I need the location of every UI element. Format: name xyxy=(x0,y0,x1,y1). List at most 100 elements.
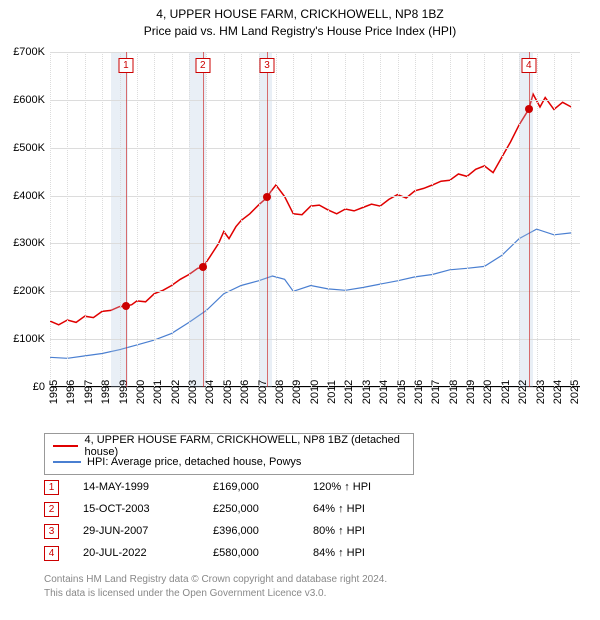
highlight-band xyxy=(189,52,206,387)
sales-row-date: 14-MAY-1999 xyxy=(83,481,213,493)
footer-line-2: This data is licensed under the Open Gov… xyxy=(44,587,387,601)
x-axis-tick-label: 2003 xyxy=(187,380,199,404)
x-axis-tick-label: 2018 xyxy=(448,380,460,404)
sale-point-marker xyxy=(122,302,130,310)
sale-point-marker xyxy=(199,263,207,271)
sales-row-index: 1 xyxy=(44,480,59,495)
chart-svg xyxy=(50,52,580,387)
sales-row-price: £396,000 xyxy=(213,525,313,537)
x-axis-tick-label: 2012 xyxy=(343,380,355,404)
gridline-vertical xyxy=(85,52,86,387)
y-axis-tick-label: £100K xyxy=(3,333,45,345)
sales-table-row: 4 20-JUL-2022£580,00084% ↑ HPI xyxy=(44,542,413,564)
gridline-vertical xyxy=(537,52,538,387)
x-axis-tick-label: 2020 xyxy=(482,380,494,404)
y-axis-tick-label: £400K xyxy=(3,190,45,202)
gridline-vertical xyxy=(484,52,485,387)
gridline-vertical xyxy=(120,52,121,387)
x-axis-tick-label: 2004 xyxy=(204,380,216,404)
legend-swatch-hpi xyxy=(53,461,81,463)
x-axis-tick-label: 2002 xyxy=(170,380,182,404)
sales-row-price: £169,000 xyxy=(213,481,313,493)
gridline-horizontal xyxy=(50,52,580,53)
chart-container: 4, UPPER HOUSE FARM, CRICKHOWELL, NP8 1B… xyxy=(0,0,600,620)
x-axis-tick-label: 2016 xyxy=(413,380,425,404)
sales-row-pct: 84% ↑ HPI xyxy=(313,547,413,559)
y-axis-tick-label: £600K xyxy=(3,94,45,106)
gridline-vertical xyxy=(293,52,294,387)
title-main: 4, UPPER HOUSE FARM, CRICKHOWELL, NP8 1B… xyxy=(0,6,600,23)
chart-plot-area: £0£100K£200K£300K£400K£500K£600K£700K199… xyxy=(50,52,580,387)
legend-box: 4, UPPER HOUSE FARM, CRICKHOWELL, NP8 1B… xyxy=(44,433,414,475)
footer-line-1: Contains HM Land Registry data © Crown c… xyxy=(44,573,387,587)
gridline-vertical xyxy=(519,52,520,387)
gridline-vertical xyxy=(415,52,416,387)
title-block: 4, UPPER HOUSE FARM, CRICKHOWELL, NP8 1B… xyxy=(0,0,600,40)
gridline-vertical xyxy=(571,52,572,387)
sales-row-index: 4 xyxy=(44,546,59,561)
gridline-horizontal xyxy=(50,243,580,244)
gridline-horizontal xyxy=(50,339,580,340)
gridline-vertical xyxy=(241,52,242,387)
x-axis-tick-label: 2005 xyxy=(222,380,234,404)
sales-row-pct: 120% ↑ HPI xyxy=(313,481,413,493)
legend-label-hpi: HPI: Average price, detached house, Powy… xyxy=(87,456,301,468)
gridline-vertical xyxy=(380,52,381,387)
x-axis-tick-label: 2006 xyxy=(239,380,251,404)
highlight-band xyxy=(259,52,273,387)
x-axis-tick-label: 2009 xyxy=(291,380,303,404)
gridline-horizontal xyxy=(50,148,580,149)
x-axis-tick-label: 2013 xyxy=(361,380,373,404)
sales-row-pct: 64% ↑ HPI xyxy=(313,503,413,515)
sale-marker-flag: 3 xyxy=(260,58,275,73)
x-axis-tick-label: 2011 xyxy=(326,380,338,404)
sale-marker-flag: 4 xyxy=(521,58,536,73)
highlight-band xyxy=(519,52,533,387)
gridline-vertical xyxy=(154,52,155,387)
x-axis-tick-label: 2001 xyxy=(152,380,164,404)
sales-row-index: 2 xyxy=(44,502,59,517)
legend-item-address: 4, UPPER HOUSE FARM, CRICKHOWELL, NP8 1B… xyxy=(53,438,405,454)
x-axis-tick-label: 2021 xyxy=(500,380,512,404)
title-sub: Price paid vs. HM Land Registry's House … xyxy=(0,23,600,40)
x-axis-tick-label: 1996 xyxy=(65,380,77,404)
gridline-vertical xyxy=(259,52,260,387)
legend-label-address: 4, UPPER HOUSE FARM, CRICKHOWELL, NP8 1B… xyxy=(84,434,405,458)
sales-row-price: £250,000 xyxy=(213,503,313,515)
x-axis-tick-label: 2014 xyxy=(378,380,390,404)
sale-marker-line xyxy=(529,52,530,387)
sale-marker-flag: 2 xyxy=(195,58,210,73)
y-axis-tick-label: £700K xyxy=(3,46,45,58)
gridline-vertical xyxy=(328,52,329,387)
gridline-vertical xyxy=(554,52,555,387)
gridline-horizontal xyxy=(50,100,580,101)
gridline-vertical xyxy=(450,52,451,387)
sales-table-row: 1 14-MAY-1999£169,000120% ↑ HPI xyxy=(44,476,413,498)
x-axis-tick-label: 1997 xyxy=(83,380,95,404)
gridline-vertical xyxy=(50,52,51,387)
gridline-vertical xyxy=(432,52,433,387)
gridline-vertical xyxy=(102,52,103,387)
x-axis-tick-label: 2023 xyxy=(535,380,547,404)
gridline-vertical xyxy=(276,52,277,387)
gridline-horizontal xyxy=(50,196,580,197)
x-axis-tick-label: 2000 xyxy=(135,380,147,404)
gridline-vertical xyxy=(189,52,190,387)
legend-swatch-address xyxy=(53,445,78,447)
sales-row-date: 20-JUL-2022 xyxy=(83,547,213,559)
sale-marker-line xyxy=(203,52,204,387)
gridline-vertical xyxy=(502,52,503,387)
x-axis-tick-label: 1995 xyxy=(48,380,60,404)
gridline-vertical xyxy=(137,52,138,387)
x-axis-tick-label: 2022 xyxy=(517,380,529,404)
sale-marker-line xyxy=(267,52,268,387)
x-axis-tick-label: 2008 xyxy=(274,380,286,404)
sales-row-price: £580,000 xyxy=(213,547,313,559)
sale-marker-line xyxy=(126,52,127,387)
x-axis-tick-label: 1998 xyxy=(100,380,112,404)
attribution-footer: Contains HM Land Registry data © Crown c… xyxy=(44,573,387,601)
y-axis-tick-label: £300K xyxy=(3,237,45,249)
y-axis-tick-label: £200K xyxy=(3,285,45,297)
y-axis-tick-label: £500K xyxy=(3,142,45,154)
gridline-vertical xyxy=(67,52,68,387)
